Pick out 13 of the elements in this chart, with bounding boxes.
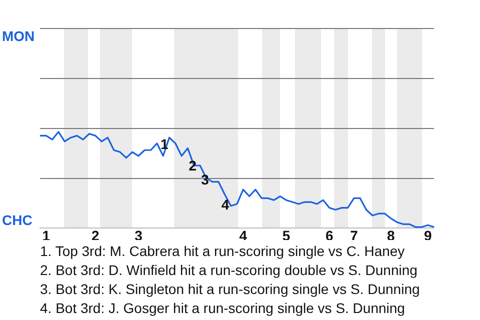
x-tick-label: 1	[42, 227, 50, 244]
text: 4. Bot 3rd: J. Gosger hit a run-scoring single vs S. Dunning	[40, 299, 406, 318]
text: MON	[2, 28, 35, 44]
x-tick-label: 7	[350, 227, 358, 244]
annotation: 2	[188, 157, 197, 174]
text: 3. Bot 3rd: K. Singleton hit a run-scoring single vs S. Dunning	[40, 280, 420, 299]
text: 2. Bot 3rd: D. Winfield hit a run-scoring double vs S. Dunning	[40, 261, 418, 280]
x-tick-label: 2	[92, 227, 100, 244]
text: CHC	[2, 212, 32, 228]
text: 1. Top 3rd: M. Cabrera hit a run-scoring single vs C. Haney	[40, 242, 406, 261]
annotation: 4	[221, 196, 230, 213]
x-tick-label: 4	[239, 227, 248, 244]
annotation: 3	[201, 172, 210, 188]
